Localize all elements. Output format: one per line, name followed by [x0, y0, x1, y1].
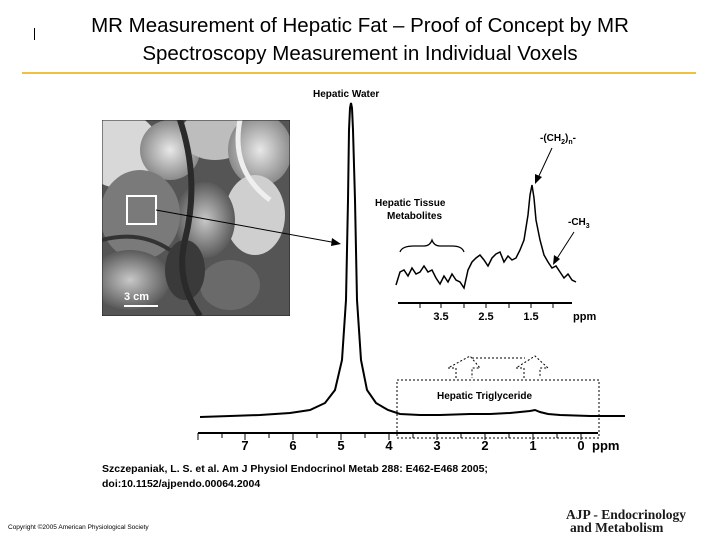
main-tick-1: 1	[529, 438, 536, 453]
ch3-arrow	[555, 231, 575, 261]
metabolites-bracket	[399, 238, 465, 253]
main-tick-0: 0	[577, 438, 584, 453]
citation-line-1: Szczepaniak, L. S. et al. Am J Physiol E…	[102, 463, 488, 475]
mri-scale-label: 3 cm	[124, 291, 149, 303]
inset-spectrum-line	[395, 184, 577, 290]
main-axis-ticks: 7 6 5 4 3 2 1 0	[241, 438, 584, 453]
zoom-arrow-left	[447, 355, 482, 378]
inset-tick-2-5: 2.5	[478, 311, 493, 323]
citation: Szczepaniak, L. S. et al. Am J Physiol E…	[102, 462, 622, 492]
ch2-arrow-head	[535, 174, 542, 184]
slide-title-line-2: Spectroscopy Measurement in Individual V…	[142, 42, 578, 65]
inset-axis-ticks: 3.5 2.5 1.5	[433, 311, 538, 323]
main-tick-7: 7	[241, 438, 248, 453]
triglyceride-box	[396, 379, 600, 439]
main-axis-unit: ppm	[592, 438, 619, 453]
copyright-notice: Copyright ©2005 American Physiological S…	[8, 524, 149, 531]
journal-logo: AJP - Endocrinology and Metabolism	[566, 507, 716, 535]
main-tick-3: 3	[433, 438, 440, 453]
mri-image	[102, 120, 290, 316]
inset-tick-3-5: 3.5	[433, 311, 448, 323]
ch2-arrow	[537, 147, 553, 179]
zoom-arrow-right	[514, 355, 550, 378]
inset-tick-1-5: 1.5	[523, 311, 538, 323]
slide-title: MR Measurement of Hepatic Fat – Proof of…	[40, 12, 680, 68]
main-tick-4: 4	[385, 438, 393, 453]
title-divider	[22, 72, 696, 74]
title-cursor-mark	[34, 28, 35, 40]
hepatic-water-label: Hepatic Water	[313, 89, 379, 100]
ch3-arrow-head	[553, 255, 560, 265]
voxel-arrow	[155, 209, 338, 244]
tissue-metabolites-label-1: Hepatic Tissue	[375, 198, 446, 209]
main-tick-2: 2	[481, 438, 488, 453]
inset-axis	[398, 302, 572, 308]
main-spectrum-line	[199, 102, 625, 418]
ch3-label: -CH3	[568, 217, 590, 230]
main-tick-5: 5	[337, 438, 344, 453]
voxel-arrow-head	[331, 238, 341, 246]
journal-logo-line-1: AJP - Endocrinology	[566, 507, 687, 522]
citation-line-2: doi:10.1152/ajpendo.00064.2004	[102, 478, 261, 490]
triglyceride-label: Hepatic Triglyceride	[437, 391, 532, 402]
journal-logo-line-2: and Metabolism	[570, 520, 664, 535]
tissue-metabolites-label-2: Metabolites	[387, 211, 442, 222]
main-axis	[197, 432, 598, 440]
slide-title-line-1: MR Measurement of Hepatic Fat – Proof of…	[91, 14, 629, 37]
main-tick-6: 6	[289, 438, 296, 453]
ch2-label: -(CH2)n-	[540, 133, 576, 146]
inset-axis-unit: ppm	[573, 311, 596, 323]
